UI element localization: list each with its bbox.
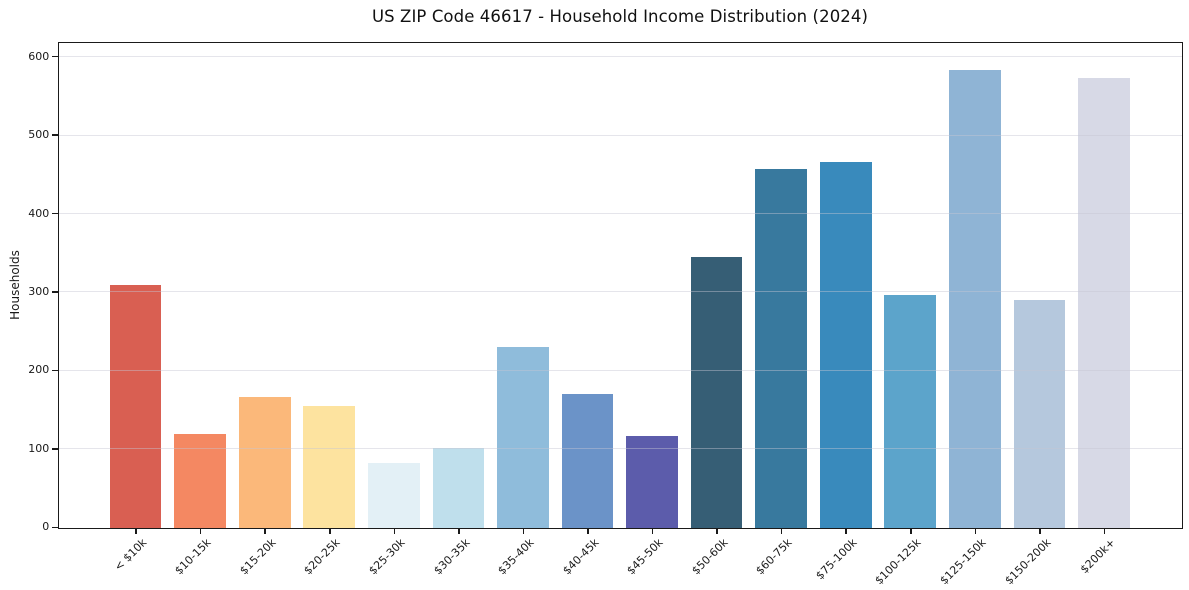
x-tick-label: $150-200k bbox=[1001, 536, 1054, 588]
bar bbox=[497, 346, 549, 528]
x-tick-label: $40-45k bbox=[559, 536, 602, 578]
y-tick-label: 0 bbox=[42, 520, 50, 534]
x-tick-mark bbox=[135, 528, 137, 534]
bar bbox=[432, 447, 485, 528]
x-tick-mark bbox=[716, 528, 718, 534]
chart-title: US ZIP Code 46617 - Household Income Dis… bbox=[371, 7, 869, 26]
plot-area bbox=[57, 41, 1183, 529]
gridline bbox=[58, 56, 1182, 58]
x-tick-mark bbox=[910, 528, 912, 534]
x-tick-mark bbox=[522, 528, 525, 534]
bar bbox=[626, 436, 678, 528]
x-tick-mark bbox=[780, 528, 783, 534]
x-tick-label: $200k+ bbox=[1077, 536, 1118, 577]
gridline bbox=[58, 213, 1182, 215]
x-tick-mark bbox=[974, 528, 977, 534]
gridline bbox=[58, 448, 1182, 450]
gridline bbox=[58, 134, 1182, 136]
bar bbox=[690, 257, 743, 528]
bar bbox=[949, 70, 1001, 528]
x-tick-mark bbox=[393, 528, 396, 534]
gridline bbox=[58, 291, 1182, 293]
x-tick-label: $75-100k bbox=[813, 536, 860, 583]
bar bbox=[884, 294, 937, 528]
x-tick-mark bbox=[199, 528, 202, 534]
y-tick-mark bbox=[51, 134, 58, 136]
x-tick-label: $60-75k bbox=[753, 536, 795, 578]
x-tick-label: $10-15k bbox=[172, 536, 214, 578]
y-tick-label: 500 bbox=[28, 128, 50, 142]
x-tick-label: $20-25k bbox=[301, 536, 343, 578]
x-tick-mark bbox=[587, 528, 589, 534]
bar bbox=[1078, 77, 1130, 528]
x-tick-mark bbox=[651, 528, 654, 534]
x-tick-label: $15-20k bbox=[237, 536, 279, 578]
bar bbox=[368, 462, 420, 528]
bar bbox=[238, 396, 291, 528]
y-tick-mark bbox=[51, 212, 58, 215]
x-tick-mark bbox=[329, 528, 331, 534]
x-tick-mark bbox=[458, 528, 460, 534]
bar bbox=[755, 168, 807, 528]
bar bbox=[1013, 299, 1066, 528]
y-tick-mark bbox=[51, 55, 58, 58]
x-tick-label: $45-50k bbox=[624, 536, 666, 578]
y-tick-label: 200 bbox=[28, 363, 50, 377]
x-tick-label: < $10k bbox=[111, 536, 150, 574]
bar bbox=[303, 406, 356, 528]
bar bbox=[819, 162, 872, 528]
y-tick-label: 600 bbox=[28, 49, 50, 63]
x-tick-label: $125-150k bbox=[937, 536, 989, 588]
x-tick-mark bbox=[264, 528, 266, 534]
y-tick-label: 100 bbox=[28, 441, 50, 455]
y-tick-mark bbox=[51, 369, 58, 372]
x-tick-label: $35-40k bbox=[495, 536, 537, 578]
x-tick-mark bbox=[1039, 528, 1041, 534]
y-tick-label: 400 bbox=[28, 206, 50, 220]
bar bbox=[109, 284, 162, 528]
x-tick-mark bbox=[845, 528, 847, 534]
x-tick-mark bbox=[1103, 528, 1106, 534]
x-tick-label: $30-35k bbox=[430, 536, 473, 578]
x-tick-label: $25-30k bbox=[366, 536, 408, 578]
y-tick-mark bbox=[51, 291, 58, 293]
y-tick-label: 300 bbox=[28, 284, 50, 298]
y-tick-mark bbox=[51, 448, 58, 450]
bar bbox=[561, 393, 614, 528]
y-tick-mark bbox=[51, 526, 58, 529]
gridline bbox=[58, 369, 1182, 371]
x-tick-label: $100-125k bbox=[872, 536, 925, 588]
bar bbox=[174, 434, 226, 528]
x-tick-label: $50-60k bbox=[689, 536, 731, 578]
